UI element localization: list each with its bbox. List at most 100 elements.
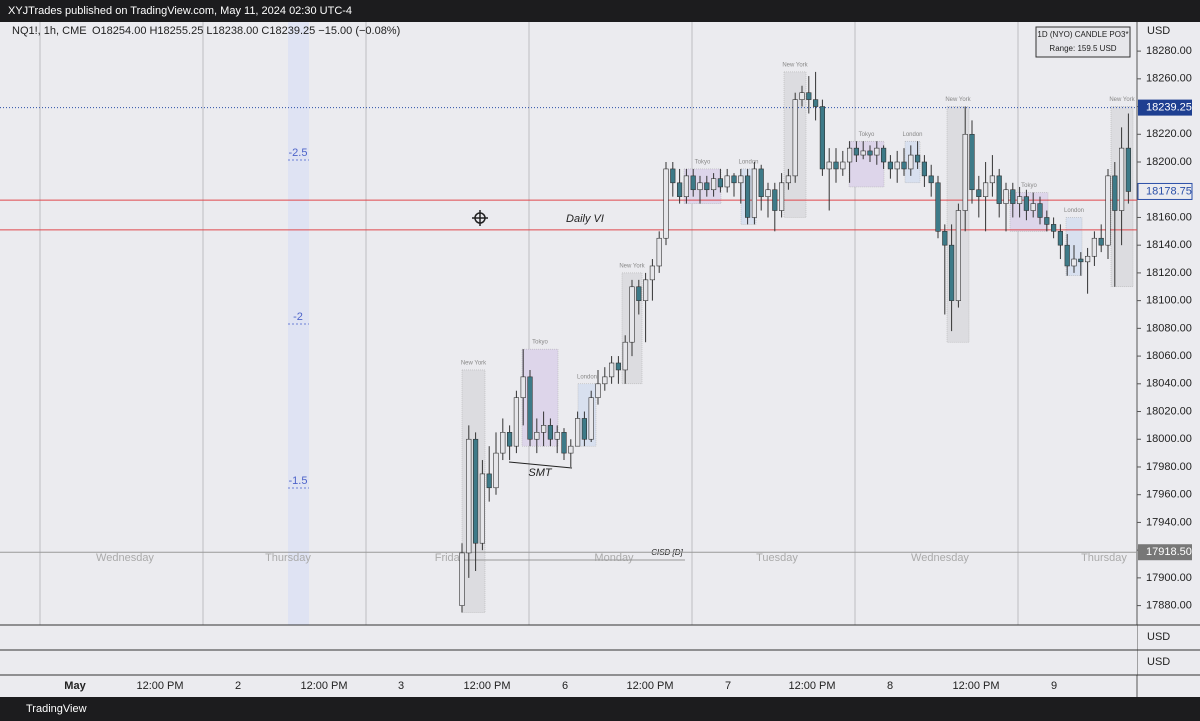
y-tick-label: 18260.00 [1146, 73, 1192, 85]
time-label: 6 [562, 680, 568, 692]
fib-label: -2 [293, 311, 303, 323]
crosshair-icon [472, 210, 488, 226]
fib-band [288, 22, 309, 625]
candle-body [1125, 147, 1131, 192]
session-label: Tokyo [695, 160, 711, 166]
candle-body [901, 161, 907, 170]
y-tick-label: 18000.00 [1146, 433, 1192, 445]
candle-body [758, 168, 764, 197]
candle-body [493, 452, 499, 489]
session-label: London [1064, 208, 1084, 214]
candle-body [942, 231, 948, 246]
candle-body [534, 432, 540, 440]
candle-body [1057, 231, 1063, 246]
y-tick-label: 17960.00 [1146, 489, 1192, 501]
candle-body [935, 182, 941, 232]
candle-body [1119, 147, 1125, 211]
open-price-label: 17918.50 [1146, 546, 1192, 558]
candle-body [710, 178, 717, 191]
y-tick-label: 18020.00 [1146, 405, 1192, 417]
candle-body [1010, 189, 1016, 204]
last-price-tag [1138, 99, 1192, 116]
candle-body [561, 432, 567, 454]
candle-body [833, 161, 839, 170]
pane-currency: USD [1147, 631, 1170, 643]
candle-body [704, 182, 710, 191]
candle-body [1064, 244, 1070, 267]
candle-body [908, 154, 914, 170]
y-tick-label: 17940.00 [1146, 516, 1192, 528]
publisher: XYJTrades published on TradingView.com, … [8, 5, 352, 17]
marker-price-tag [1137, 182, 1193, 200]
time-label: 12:00 PM [463, 680, 510, 692]
candle-body [629, 286, 635, 343]
candle-body [840, 161, 846, 170]
candle-body [921, 161, 927, 177]
indicator-range: Range: 159.5 USD [1049, 44, 1116, 53]
candle-body [778, 182, 785, 211]
candle-body [520, 376, 526, 398]
candle-body [690, 175, 696, 191]
time-label: 12:00 PM [788, 680, 835, 692]
candle-body [792, 99, 798, 177]
y-tick-label: 17980.00 [1146, 461, 1192, 473]
candle-body [860, 150, 866, 156]
y-tick-label: 17900.00 [1146, 572, 1192, 584]
candle-body [914, 154, 921, 163]
day-label: Thursday [265, 552, 311, 564]
candle-body [615, 362, 621, 371]
candle-body [1037, 203, 1043, 218]
candle-body [676, 182, 683, 197]
candle-body [731, 175, 737, 184]
candle-body [846, 147, 853, 163]
candle-body [772, 189, 778, 211]
candle-body [1105, 175, 1111, 246]
session-label: Tokyo [532, 340, 548, 346]
candle-body [751, 168, 757, 218]
candle-body [874, 147, 880, 156]
candle-body [785, 175, 791, 184]
candle-body [642, 279, 649, 301]
candle-body [976, 189, 982, 197]
time-label: 2 [235, 680, 241, 692]
time-label: May [64, 680, 86, 692]
candle-body [486, 473, 492, 489]
candle-body [636, 286, 642, 301]
candle-body [1016, 196, 1023, 204]
candle-body [887, 161, 893, 170]
candle-body [969, 133, 975, 191]
candle-body [724, 175, 730, 188]
session-label: New York [782, 62, 808, 68]
smt-line [508, 461, 573, 469]
day-label: Tuesday [756, 552, 798, 564]
candle-body [479, 473, 486, 544]
candle-body [826, 161, 832, 170]
candle-body [717, 178, 723, 188]
day-label: Wednesday [96, 552, 154, 564]
candle-body [738, 175, 744, 184]
candle-body [622, 341, 628, 371]
candle-body [547, 425, 553, 440]
candle-body [554, 432, 560, 440]
candle-body [812, 99, 819, 107]
candle-body [1112, 175, 1118, 211]
candle-body [928, 175, 934, 184]
day-label: Friday [435, 552, 466, 564]
candle-body [880, 147, 887, 163]
y-tick-label: 18100.00 [1146, 295, 1192, 307]
candle-body [513, 397, 519, 447]
candle-body [472, 438, 479, 544]
candle-body [459, 552, 465, 606]
candle-body [799, 92, 805, 100]
y-tick-label: 18060.00 [1146, 350, 1192, 362]
candle-body [867, 150, 873, 156]
last-price-label: 18239.25 [1146, 102, 1192, 114]
time-label: 3 [398, 680, 404, 692]
candle-body [506, 432, 513, 447]
session-label: London [902, 132, 922, 138]
day-label: Monday [594, 552, 634, 564]
indicator-box [1035, 26, 1131, 58]
candle-body [765, 189, 771, 197]
y-tick-label: 18280.00 [1146, 45, 1192, 57]
